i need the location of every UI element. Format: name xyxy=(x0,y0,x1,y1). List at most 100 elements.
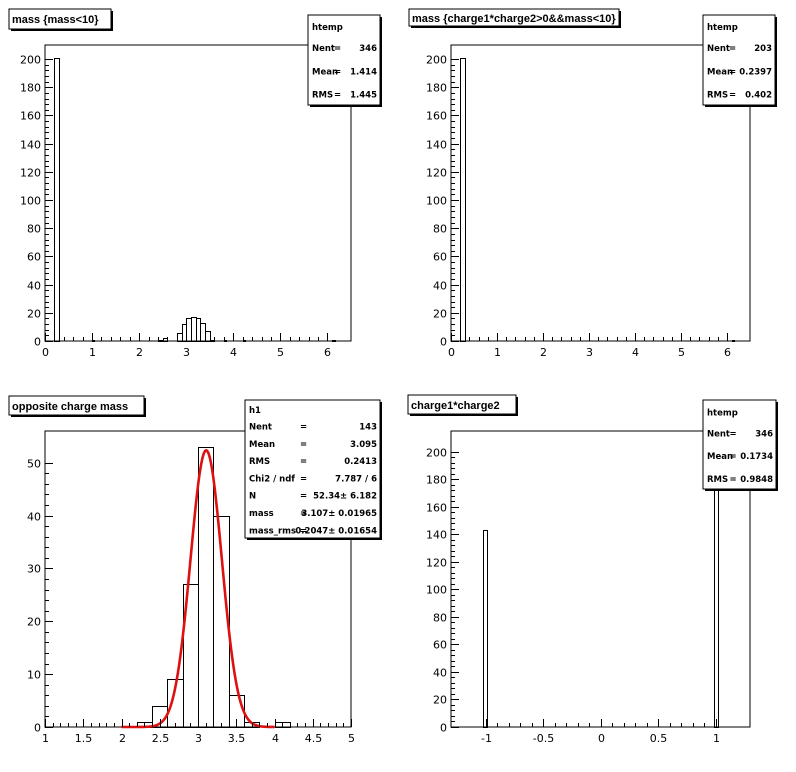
stats-value: 1.414 xyxy=(350,67,377,77)
stats-label: Mean xyxy=(249,440,275,450)
stats-value: 346 xyxy=(359,44,377,54)
x-tick-label: 3 xyxy=(195,732,202,745)
y-tick-label: 140 xyxy=(20,139,41,152)
x-tick-label: 6 xyxy=(724,346,731,359)
stats-label: Mean xyxy=(707,452,733,462)
stats-equals: = xyxy=(334,91,341,101)
x-tick-label: 1 xyxy=(42,732,49,745)
y-tick-label: 140 xyxy=(426,139,447,152)
histogram-bin xyxy=(54,58,60,342)
histogram-panel-1: 0 20 40 60 80 100 120 140 160 180 200 0 1 2 3 4 5 6 mass {… xyxy=(8,8,382,359)
chart-title: charge1*charge2 xyxy=(411,400,500,412)
y-tick-label: 10 xyxy=(27,669,41,682)
x-tick-label: 3 xyxy=(586,346,593,359)
stats-equals: = xyxy=(729,44,736,54)
stats-value: 203 xyxy=(754,44,772,54)
x-tick-label: 5 xyxy=(348,732,355,745)
x-tick-label: 3 xyxy=(183,346,190,359)
histogram-bin xyxy=(186,318,192,342)
stats-label: RMS xyxy=(707,475,728,485)
y-tick-label: 80 xyxy=(27,223,41,236)
x-tick-label: 4 xyxy=(272,732,279,745)
y-tick-label: 0 xyxy=(34,336,41,349)
stats-equals: = xyxy=(334,44,341,54)
stats-name: htemp xyxy=(312,23,343,33)
x-tick-label: 1 xyxy=(494,346,501,359)
x-tick-label: -0.5 xyxy=(533,732,554,745)
y-tick-label: 100 xyxy=(426,195,447,208)
x-tick-label: 4 xyxy=(632,346,639,359)
histogram-bin xyxy=(205,331,211,342)
stats-equals: = xyxy=(729,475,736,485)
histogram-bin xyxy=(460,58,466,342)
y-tick-label: 0 xyxy=(34,722,41,735)
stats-label: mass xyxy=(249,509,274,519)
plot-frame xyxy=(44,44,352,342)
y-tick-label: 140 xyxy=(426,529,447,542)
stats-value: 3.107± 0.01965 xyxy=(301,509,377,519)
stats-label: RMS xyxy=(312,91,333,101)
histogram-panel-4: 0 20 40 60 80 100 120 140 160 180 200 -1 -0.5 0 0.5 1 ch… xyxy=(407,394,778,745)
y-tick-label: 160 xyxy=(20,110,41,123)
stats-equals: = xyxy=(729,452,736,462)
x-tick-label: 2.5 xyxy=(152,732,170,745)
x-tick-label: 5 xyxy=(678,346,685,359)
x-tick-label: 2 xyxy=(136,346,143,359)
chart-title: mass {mass<10} xyxy=(12,14,99,26)
stats-value: 0.2397 xyxy=(739,67,772,77)
y-tick-label: 180 xyxy=(426,474,447,487)
stats-equals: = xyxy=(300,526,307,536)
stats-label: RMS xyxy=(707,91,728,101)
histogram-bin xyxy=(177,333,183,342)
y-tick-label: 40 xyxy=(27,511,41,524)
y-tick-label: 0 xyxy=(440,336,447,349)
stats-box: h1 Nent = 143 Mean = 3.095 RMS = 0.2413 Chi2 / ndf… xyxy=(244,399,382,541)
histogram-panel-2: 0 20 40 60 80 100 120 140 160 180 200 0 1 2 3 4 5 6 mass {… xyxy=(408,8,777,359)
y-tick-label: 60 xyxy=(433,639,447,652)
stats-equals: = xyxy=(334,67,341,77)
stats-value: 0.402 xyxy=(745,91,772,101)
y-tick-label: 160 xyxy=(426,502,447,515)
histogram-bin xyxy=(182,324,187,342)
x-tick-label: 3.5 xyxy=(228,732,246,745)
y-tick-label: 40 xyxy=(433,280,447,293)
stats-value: 7.787 / 6 xyxy=(335,474,377,484)
x-tick-label: 0 xyxy=(448,346,455,359)
stats-value: 0.2047± 0.01654 xyxy=(295,526,377,536)
histogram-bin xyxy=(732,340,735,342)
stats-label: RMS xyxy=(249,457,270,467)
y-tick-label: 120 xyxy=(20,167,41,180)
stats-value: 143 xyxy=(359,423,377,433)
stats-label: N xyxy=(249,492,256,502)
stats-value: 0.1734 xyxy=(740,452,773,462)
gaussian-fit-curve xyxy=(121,449,275,729)
y-tick-label: 20 xyxy=(433,308,447,321)
histogram-bin xyxy=(210,340,215,342)
y-tick-label: 80 xyxy=(433,223,447,236)
stats-label: Nent xyxy=(312,44,335,54)
histogram-bin xyxy=(200,323,206,342)
stats-value: 3.095 xyxy=(350,440,377,450)
stats-label: mass_rms xyxy=(249,526,296,536)
stats-equals: = xyxy=(300,509,307,519)
x-tick-label: 1 xyxy=(713,732,720,745)
histogram-bin xyxy=(191,317,197,342)
y-tick-label: 40 xyxy=(433,667,447,680)
stats-value: 0.9848 xyxy=(740,475,773,485)
x-tick-label: 6 xyxy=(324,346,331,359)
stats-box-frame xyxy=(244,399,381,539)
histogram-bin xyxy=(483,530,488,728)
histogram-bin xyxy=(332,340,336,342)
y-tick-label: 50 xyxy=(27,458,41,471)
stats-equals: = xyxy=(300,457,307,467)
y-tick-label: 20 xyxy=(27,616,41,629)
x-tick-label: -1 xyxy=(481,732,492,745)
title-box xyxy=(8,395,145,416)
y-tick-label: 20 xyxy=(27,308,41,321)
x-tick-label: 2 xyxy=(119,732,126,745)
x-tick-label: 0 xyxy=(42,346,49,359)
stats-box-frame xyxy=(702,14,776,106)
stats-label: Nent xyxy=(707,429,730,439)
